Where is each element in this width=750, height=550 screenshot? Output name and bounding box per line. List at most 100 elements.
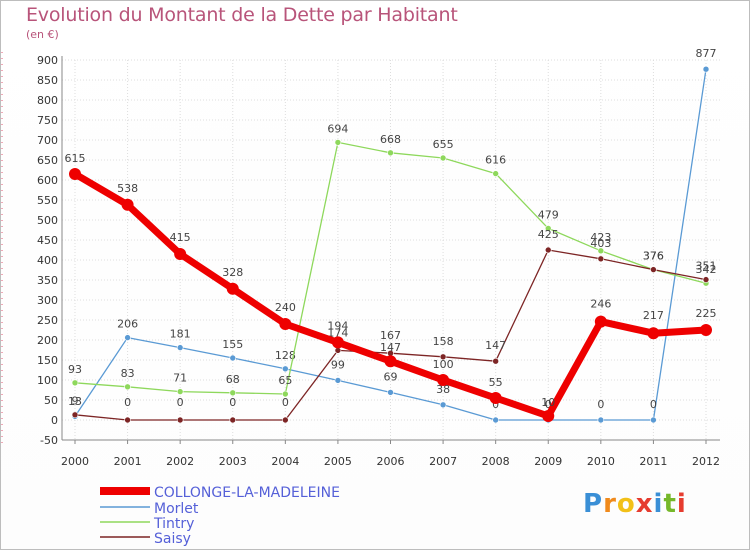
data-label: 877 [696,47,717,60]
y-tick-label: 50 [44,394,58,407]
y-tick-label: 100 [37,374,58,387]
data-label: 403 [590,237,611,250]
y-tick-label: 450 [37,234,58,247]
data-label: 99 [331,358,345,371]
data-point [174,248,187,260]
data-point [647,327,660,340]
legend-label: Morlet [154,501,199,517]
data-point [439,353,447,361]
data-label: 71 [173,372,187,385]
data-point [176,344,184,351]
data-label: 0 [229,396,236,409]
x-tick-labels: 2000 2001 2002 2003 2004 2005 2006 2007 2008 2009… [61,455,720,468]
y-tick-label: 350 [37,274,58,287]
data-label: 655 [433,138,454,151]
data-label: 128 [275,349,296,362]
data-label: 538 [117,182,138,195]
data-label: 10 [541,396,555,409]
data-point [226,282,239,295]
data-point [492,416,499,424]
y-tick-label: 0 [51,414,58,427]
data-point [544,225,552,232]
data-point [387,389,394,396]
data-label: 174 [327,326,348,339]
series-morlet: 9 206 181 155 128 99 69 38 0 0 0 0 877 [72,47,717,424]
data-point [229,416,237,424]
x-tick-label: 2005 [324,455,352,468]
y-tick-label: 150 [37,354,58,367]
data-point [282,390,289,398]
y-tick-label: 600 [37,174,58,187]
y-tick-label: 250 [37,314,58,327]
data-label: 9 [72,394,79,407]
y-tick-label: 800 [37,94,58,107]
logo-letter: P [583,489,604,519]
data-label: 194 [327,319,348,332]
legend-label: Saisy [154,531,191,547]
logo-letter: i [653,489,664,519]
axes [1,52,720,446]
data-label: 83 [121,367,135,380]
series-tintry: 93 83 71 68 65 694 668 655 616 479 423 376 342 [68,122,717,398]
logo-letter: x [635,489,654,519]
y-tick-label: 650 [37,154,58,167]
data-point [124,416,131,424]
data-label: 147 [380,341,401,354]
series-collonge-la-madeleine: 615 538 415 328 240 194 147 100 55 10 246 217 225 [65,152,717,422]
data-label: 415 [170,231,191,244]
proxiti-logo: Proxiti [583,489,687,519]
y-tick-labels: -50 0 50 100 150 200 250 300 350 400 450 500 550 600 6… [37,54,58,447]
data-point [71,379,79,387]
x-tick-label: 2009 [534,455,562,468]
data-label: 615 [65,152,86,165]
data-point [282,416,289,424]
data-label: 0 [282,396,289,409]
data-point [700,324,712,336]
data-label: 225 [696,307,717,320]
data-label: 423 [590,231,611,244]
data-point [69,168,81,180]
data-label: 68 [226,373,240,386]
x-tick-label: 2011 [639,455,667,468]
data-label: 246 [590,298,611,311]
data-point [542,410,555,422]
data-point [229,389,237,397]
y-tick-label: 700 [37,134,58,147]
data-label: 217 [643,309,664,322]
data-label: 100 [433,358,454,371]
data-label: 425 [538,228,559,241]
x-tick-label: 2007 [429,455,457,468]
data-point [334,139,342,146]
data-point [597,416,605,424]
x-tick-label: 2001 [114,455,142,468]
series-group: 9 206 181 155 128 99 69 38 0 0 0 0 877 93 83 71 68 65 694 6… [65,47,717,424]
data-point [702,65,710,73]
data-label: 376 [643,250,664,263]
data-label: 93 [68,363,82,376]
y-tick-label: 400 [37,254,58,267]
data-point [594,315,607,328]
data-point [71,411,79,419]
data-point [597,255,605,263]
data-point [492,170,499,177]
data-label: 155 [222,338,243,351]
grid [62,59,720,441]
data-label: 206 [117,318,138,331]
data-point [650,416,657,424]
data-label: 328 [222,266,243,279]
data-label: 55 [489,376,503,389]
data-label: 38 [436,383,450,396]
y-tick-label: 200 [37,334,58,347]
x-tick-label: 2012 [692,455,720,468]
data-label: 158 [433,335,454,348]
data-point [176,416,184,424]
logo-letter: t [663,489,677,519]
data-label: 0 [492,398,499,411]
data-point [439,401,447,409]
y-tick-label: 500 [37,214,58,227]
x-tick-label: 2002 [166,455,194,468]
data-label: 0 [177,396,184,409]
